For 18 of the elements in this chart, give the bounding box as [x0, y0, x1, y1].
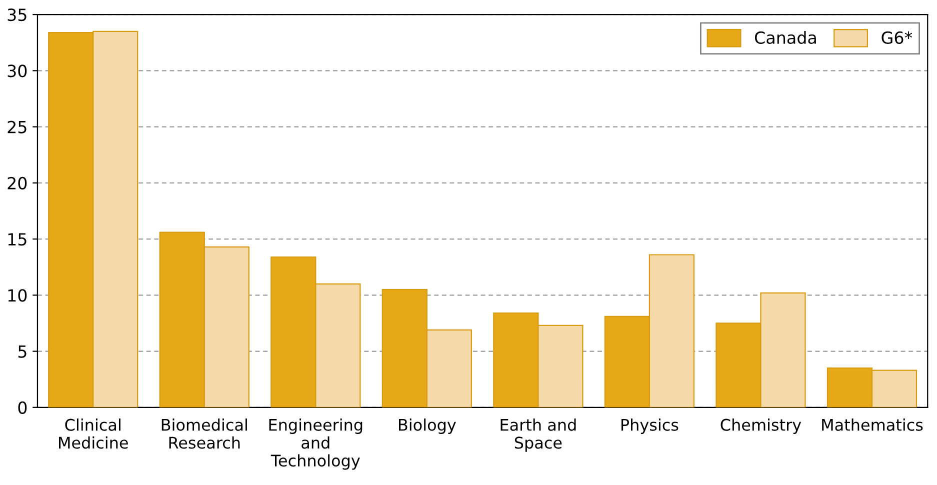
- y-tick-label: 0: [18, 401, 27, 414]
- y-tick-label: 35: [8, 8, 26, 22]
- y-tick-label: 10: [8, 289, 27, 302]
- legend-label: G6*: [882, 31, 912, 44]
- y-tick-label: 25: [8, 120, 26, 134]
- y-tick-label: 30: [8, 64, 27, 78]
- x-tick-label: Physics: [621, 418, 678, 434]
- x-tick-label: Mathematics: [822, 418, 923, 431]
- x-tick-label: Biomedical Research: [162, 418, 247, 449]
- y-tick-label: 20: [8, 176, 27, 190]
- x-tick-label: Biology: [399, 418, 456, 434]
- x-tick-label: Engineering and Technology: [269, 418, 362, 470]
- y-tick-label: 5: [18, 345, 26, 358]
- x-tick-label: Chemistry: [720, 418, 802, 434]
- legend-label: Canada: [754, 31, 816, 44]
- y-tick-label: 15: [8, 233, 26, 246]
- x-tick-label: Clinical Medicine: [59, 418, 128, 449]
- x-tick-label: Earth and Space: [500, 418, 576, 452]
